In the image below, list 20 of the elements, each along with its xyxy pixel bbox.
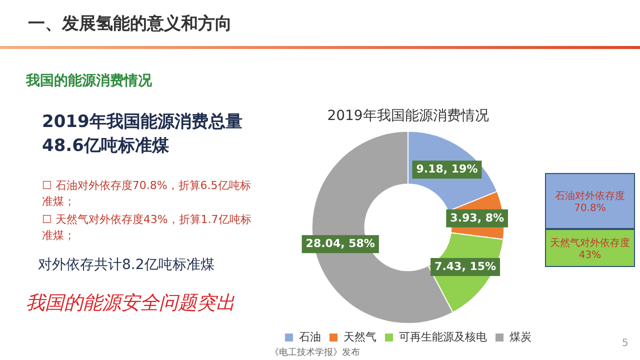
data-label: 28.04, 58% bbox=[306, 236, 375, 250]
legend-label: 天然气 bbox=[344, 330, 376, 344]
text: 天然气对外依存度43% bbox=[545, 229, 635, 267]
legend-title: 2019年我国能源消费情况 bbox=[327, 108, 489, 124]
text: 2019年我国能源消费总量48.6亿吨标准煤 bbox=[42, 111, 244, 158]
text: ☐ 天然气对外依存度43%，折算1.7亿吨标准煤； bbox=[42, 212, 252, 244]
text: 一、发展氢能的意义和方向 bbox=[28, 13, 232, 35]
legend-label: 可再生能源及核电 bbox=[399, 330, 487, 344]
text: 我国的能源安全问题突出 bbox=[26, 291, 235, 316]
text: ☐ 石油对外依存度70.8%，折算6.5亿吨标准煤； bbox=[42, 178, 252, 210]
text: 5 bbox=[622, 338, 628, 349]
data-label: 7.43, 15% bbox=[434, 260, 496, 273]
data-label: 3.93, 8% bbox=[450, 211, 504, 224]
legend-label: 煤炭 bbox=[510, 330, 532, 344]
legend-label: 石油 bbox=[299, 330, 321, 344]
text: 石油对外依存度70.8% bbox=[545, 173, 635, 229]
data-label: 9.18, 19% bbox=[416, 162, 478, 176]
text: 《电工技术学报》发布 bbox=[270, 346, 360, 359]
text: 对外依存共计8.2亿吨标准煤 bbox=[38, 256, 214, 274]
text: 我国的能源消费情况 bbox=[26, 72, 152, 90]
